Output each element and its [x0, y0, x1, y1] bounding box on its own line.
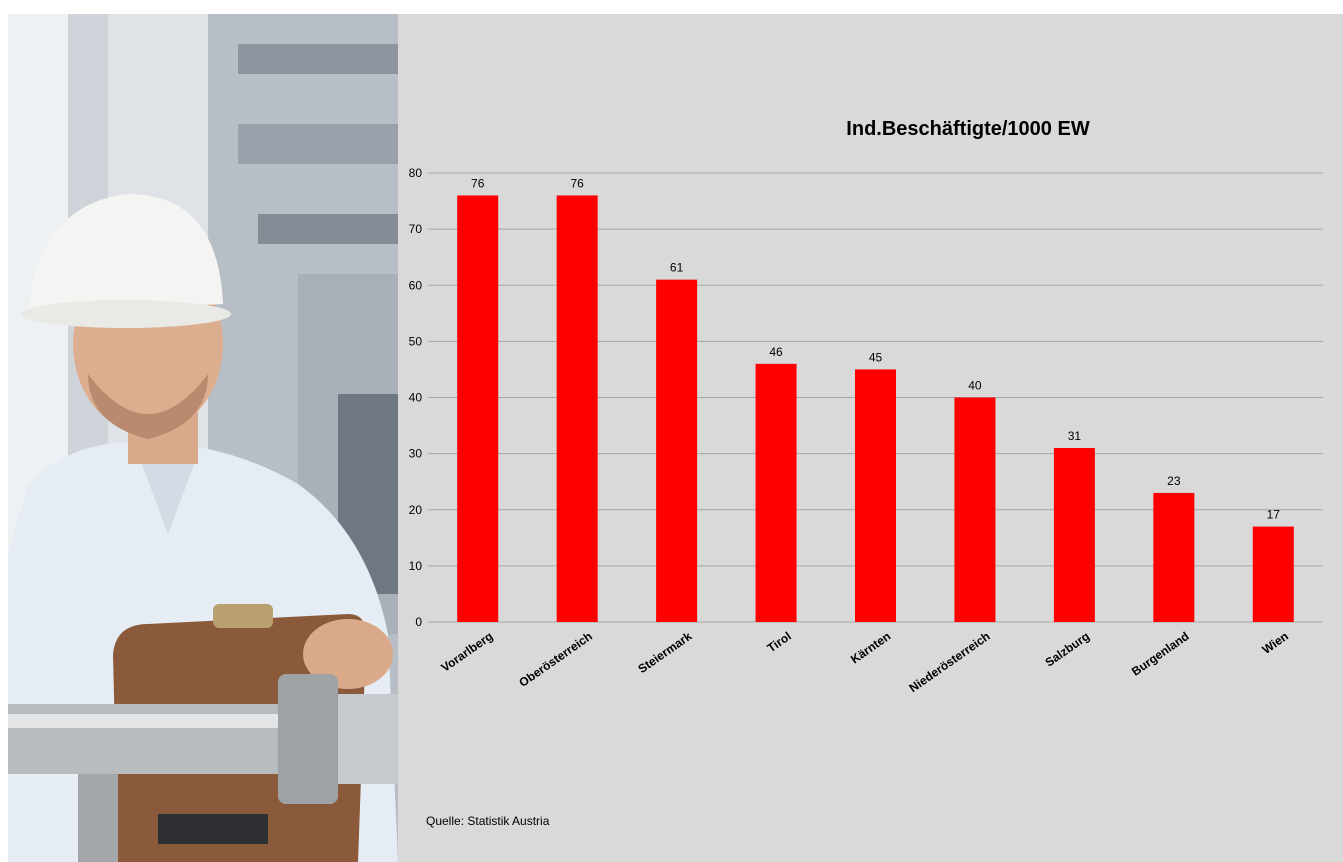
y-axis-ticks: 0 10 20 30 40 50 60 70 80: [409, 166, 423, 629]
bar: [855, 369, 896, 622]
y-tick-label: 10: [409, 559, 423, 573]
bars: [457, 195, 1294, 622]
category-label: Tirol: [765, 629, 794, 655]
category-label: Kärnten: [848, 629, 893, 666]
bar: [1252, 526, 1294, 622]
category-label: Burgenland: [1129, 629, 1192, 679]
bar: [656, 279, 698, 622]
bar: [556, 195, 598, 622]
worker-illustration: [8, 14, 398, 862]
value-label: 23: [1167, 474, 1181, 488]
y-tick-label: 80: [409, 166, 423, 180]
value-label: 31: [1068, 429, 1082, 443]
value-label: 61: [670, 261, 684, 275]
category-labels: Vorarlberg Oberösterreich Steiermark Tirol K…: [438, 629, 1291, 695]
worker-photo: [8, 14, 398, 862]
value-label: 46: [769, 345, 783, 359]
y-tick-label: 50: [409, 334, 423, 348]
category-label: Steiermark: [635, 629, 694, 676]
category-label: Oberösterreich: [516, 629, 595, 690]
value-label: 76: [471, 176, 485, 190]
value-label: 40: [968, 379, 982, 393]
bar-chart: Ind.Beschäftigte/1000 EW 0 10 20 30 40 50 60 70…: [409, 118, 1323, 695]
y-tick-label: 60: [409, 278, 423, 292]
bar: [954, 397, 996, 622]
y-tick-label: 20: [409, 503, 423, 517]
category-label: Salzburg: [1043, 629, 1093, 670]
y-tick-label: 70: [409, 222, 423, 236]
value-labels: 76 76 61 46 45 40 31 23 17: [471, 176, 1280, 521]
bar: [1053, 448, 1095, 622]
category-label: Niederösterreich: [907, 629, 993, 695]
value-label: 45: [869, 350, 883, 364]
chart-panel: Ind.Beschäftigte/1000 EW 0 10 20 30 40 50 60 70…: [398, 14, 1343, 862]
y-tick-label: 0: [415, 615, 422, 629]
category-label: Vorarlberg: [438, 629, 495, 675]
bar: [457, 195, 499, 622]
value-label: 76: [570, 176, 584, 190]
chart-title: Ind.Beschäftigte/1000 EW: [846, 118, 1090, 140]
source-note: Quelle: Statistik Austria: [426, 814, 550, 828]
y-tick-label: 30: [409, 447, 423, 461]
value-label: 17: [1267, 508, 1281, 522]
bar: [755, 363, 797, 622]
category-label: Wien: [1260, 629, 1291, 657]
bar: [1153, 492, 1195, 622]
y-tick-label: 40: [409, 391, 423, 405]
